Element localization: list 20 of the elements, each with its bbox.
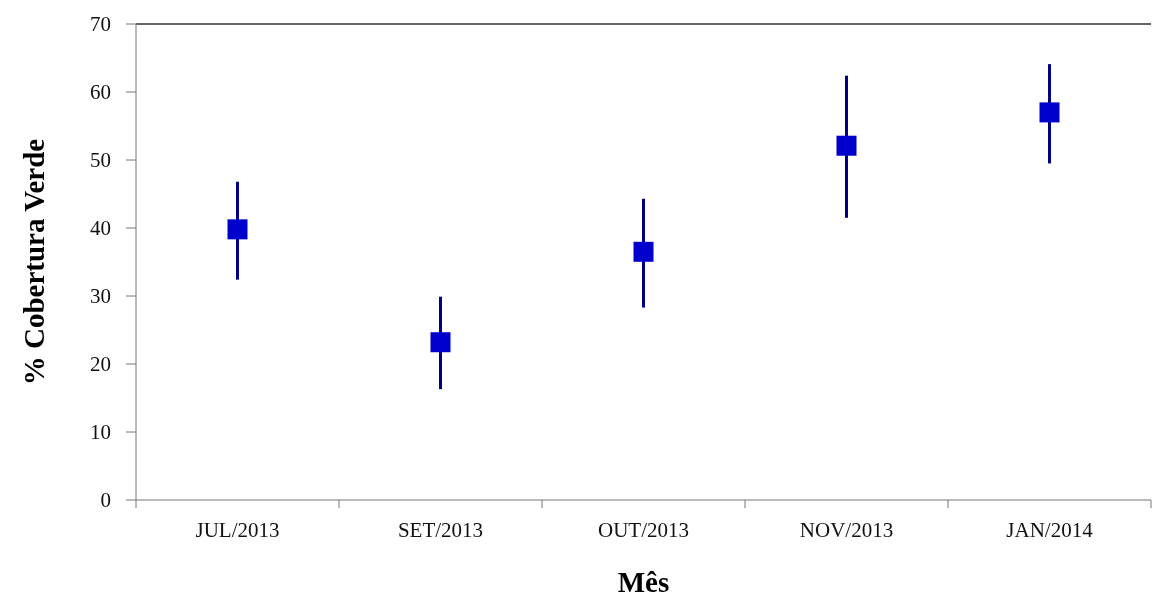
point — [430, 332, 451, 353]
x-tick-label: JAN/2014 — [1006, 518, 1094, 542]
x-tick-label: OUT/2013 — [598, 518, 689, 542]
x-tick-label: JUL/2013 — [195, 518, 280, 542]
x-tick-label: NOV/2013 — [799, 518, 894, 542]
point — [633, 241, 654, 262]
y-tick-label: 40 — [90, 216, 111, 241]
y-tick-label: 60 — [90, 80, 111, 105]
y-axis-title: % Cobertura Verde — [18, 138, 50, 386]
y-tick-label: 50 — [90, 148, 111, 173]
x-axis-title: Mês — [617, 566, 670, 598]
y-tick-label: 30 — [90, 284, 111, 309]
y-tick-label: 70 — [90, 12, 111, 37]
y-tick-label: 20 — [90, 352, 111, 377]
point — [227, 219, 248, 240]
point — [1039, 102, 1060, 123]
y-tick-label: 10 — [90, 420, 111, 445]
y-tick-label: 0 — [100, 488, 111, 513]
point — [836, 135, 857, 156]
x-tick-label: SET/2013 — [397, 518, 484, 542]
